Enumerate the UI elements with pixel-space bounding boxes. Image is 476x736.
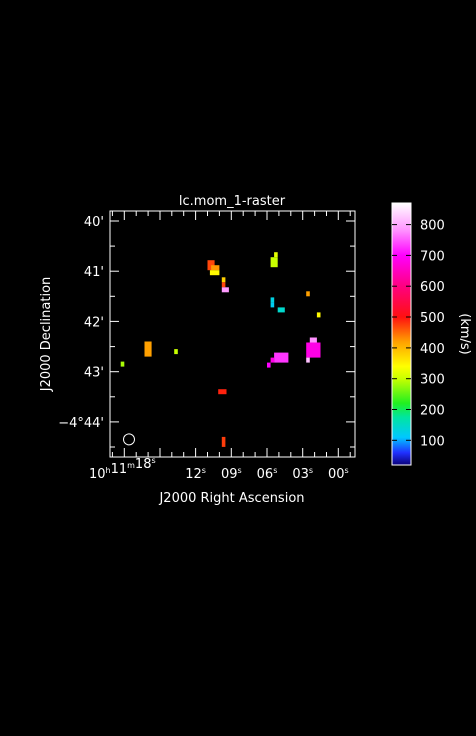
data-cells xyxy=(120,252,321,447)
data-cell-4 xyxy=(221,277,226,283)
data-cell-8 xyxy=(270,257,278,268)
x-tick-labels: 10h11m18s 12s 09s 06s 03s 00s xyxy=(89,456,349,482)
colorbar-tick-label-4: 400 xyxy=(420,342,445,357)
colorbar-tick-label-8: 800 xyxy=(420,219,445,234)
x-axis-label: J2000 Right Ascension xyxy=(158,491,304,506)
data-cell-16 xyxy=(120,361,125,367)
x-tick-label-5: 03s xyxy=(292,466,313,482)
colorbar-tick-label-5: 500 xyxy=(420,311,445,326)
colorbar-tick-label-6: 600 xyxy=(420,280,445,295)
data-cell-14 xyxy=(144,341,152,357)
data-cell-15 xyxy=(174,349,178,355)
data-cell-11 xyxy=(277,307,285,313)
data-cell-17 xyxy=(274,352,289,363)
colorbar-gradient xyxy=(391,202,412,466)
data-cell-24 xyxy=(221,436,226,447)
y-tick-label-2: 41' xyxy=(84,265,104,280)
beam-ellipse xyxy=(123,433,135,446)
plot-frame xyxy=(109,210,356,458)
colorbar-tick-label-2: 200 xyxy=(420,404,445,419)
data-cell-22 xyxy=(306,357,310,363)
colorbar: 100 200 300 400 500 600 700 800 (km/s) xyxy=(391,202,472,466)
y-axis-label: J2000 Declination xyxy=(39,277,54,393)
colorbar-tick-label-3: 300 xyxy=(420,373,445,388)
y-tick-label-4: 43' xyxy=(84,366,104,381)
data-cell-13 xyxy=(316,312,321,318)
x-tick-label-2: 12s xyxy=(185,466,206,482)
y-tick-label-5: −4°44' xyxy=(58,416,104,431)
colorbar-ticks: 100 200 300 400 500 600 700 800 xyxy=(392,219,445,449)
y-tick-label-1: 40' xyxy=(84,215,104,230)
plot-area xyxy=(109,210,356,458)
data-cell-18 xyxy=(270,357,275,363)
colorbar-tick-label-7: 700 xyxy=(420,249,445,264)
data-cell-6 xyxy=(221,287,229,293)
axis-ticks xyxy=(110,211,355,457)
data-cell-5 xyxy=(221,282,226,288)
y-tick-labels: 40' 41' 42' 43' −4°44' xyxy=(58,215,104,431)
data-cell-2 xyxy=(211,265,220,271)
x-tick-label-3: 09s xyxy=(221,466,242,482)
chart-title: lc.mom_1-raster xyxy=(179,194,286,209)
data-cell-3 xyxy=(209,270,220,276)
beam-marker xyxy=(123,433,135,446)
data-cell-10 xyxy=(270,302,275,308)
y-tick-label-3: 42' xyxy=(84,315,104,330)
data-cell-9 xyxy=(270,297,275,303)
data-cell-12 xyxy=(306,291,310,297)
data-cell-23 xyxy=(218,389,227,395)
x-tick-label-6: 00s xyxy=(328,466,349,482)
data-cell-21 xyxy=(306,342,321,358)
colorbar-tick-label-1: 100 xyxy=(420,434,445,449)
colorbar-label: (km/s) xyxy=(457,313,472,355)
data-cell-20 xyxy=(309,337,317,343)
data-cell-1 xyxy=(207,260,215,271)
x-tick-label-1: 10h11m18s xyxy=(89,456,156,482)
data-cell-7 xyxy=(274,252,278,258)
data-cell-19 xyxy=(267,362,271,368)
x-tick-label-4: 06s xyxy=(257,466,278,482)
